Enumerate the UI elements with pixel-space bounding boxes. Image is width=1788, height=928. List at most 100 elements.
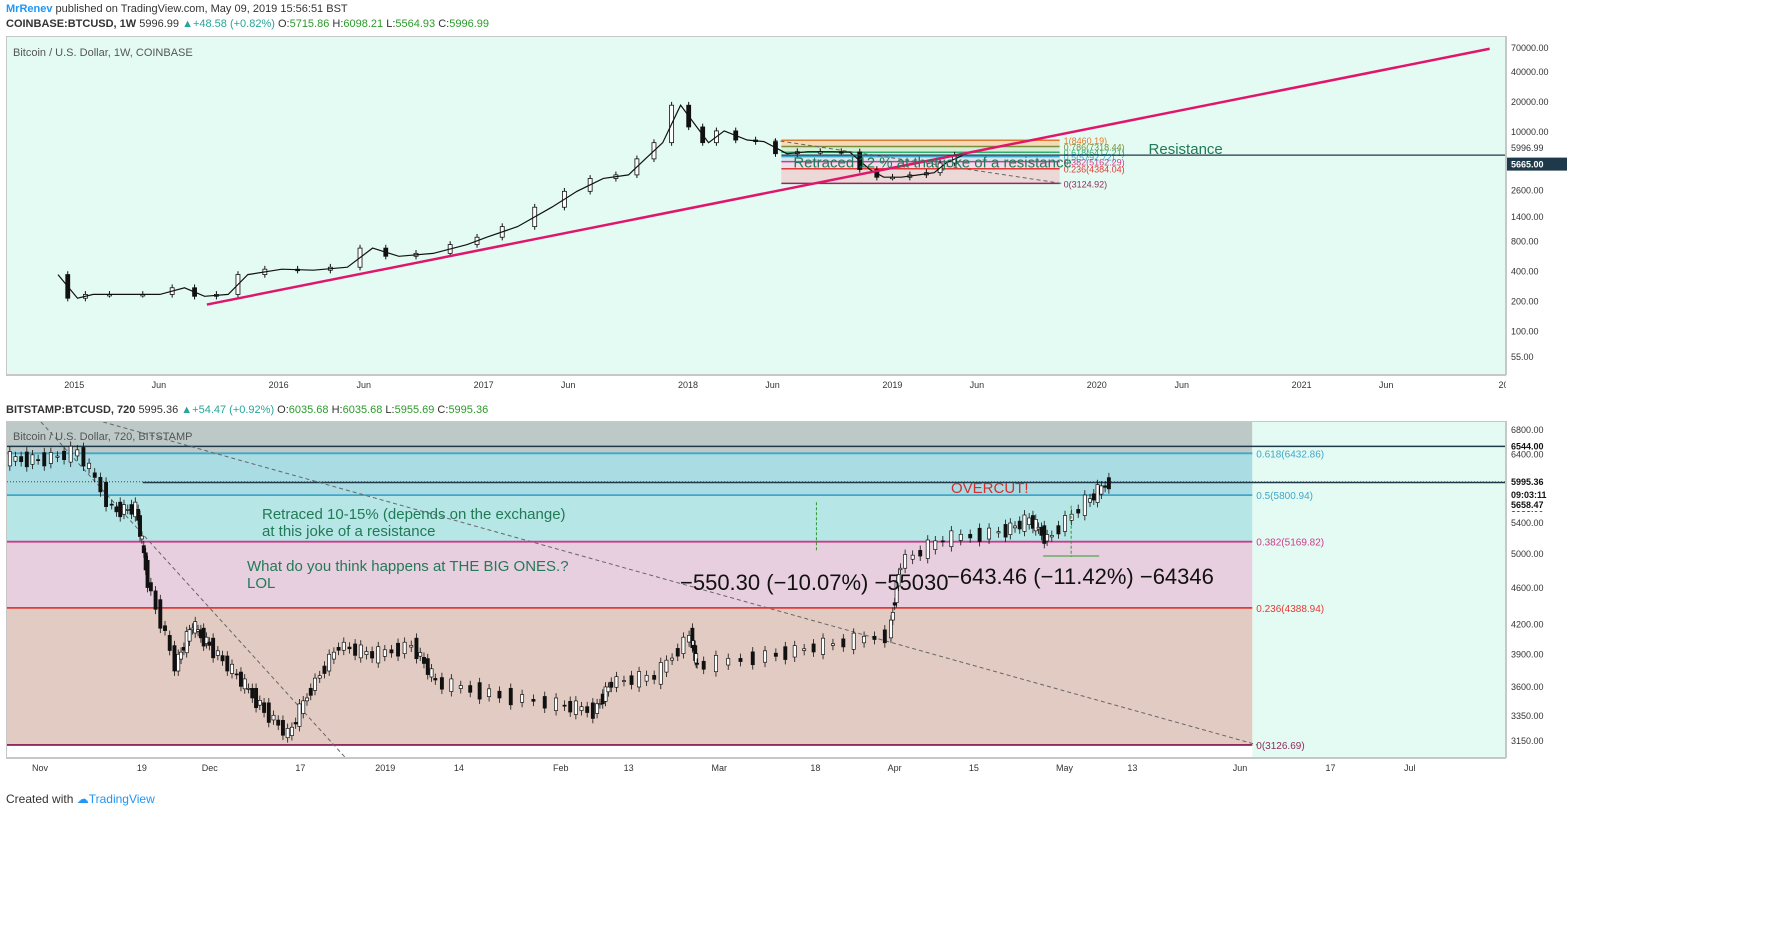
chart2-pane[interactable]: 0.618(6432.86) 0.5(5800.94) 0.382(5169.82)… (6, 421, 1506, 758)
time-tick-label: Jun (765, 380, 780, 390)
candle-body (1008, 522, 1013, 535)
candle-body (68, 445, 73, 463)
chart1-time-axis[interactable]: 2015 Jun 2016 Jun 2017 Jun 2018 Jun 2019 Jun 2020 J… (6, 375, 1514, 394)
candle-body (1076, 509, 1081, 514)
candle-body (308, 687, 313, 696)
chart2-plot[interactable]: 0.618(6432.86) 0.5(5800.94) 0.382(5169.82)… (7, 422, 1506, 758)
time-tick-label: Jun (357, 380, 372, 390)
candle-body (714, 655, 718, 673)
candle-body (637, 671, 642, 688)
candle-body (179, 651, 184, 660)
candle-body (918, 550, 923, 557)
time-tick-label: 2020 (1087, 380, 1107, 390)
time-tick-label: 18 (810, 763, 820, 773)
chart1-pane[interactable]: Bitcoin / U.S. Dollar, 1W, COINBASE 1(84… (6, 36, 1506, 375)
candle-body (606, 686, 611, 693)
candle-body (1027, 517, 1032, 525)
candle-body (289, 726, 294, 736)
candle-body (1095, 484, 1100, 503)
candle-body (996, 531, 1001, 534)
chart1-price-axis[interactable]: 70000.00 40000.00 20000.00 10000.00 5996.99 5… (1506, 36, 1567, 375)
candle-body (590, 702, 595, 719)
chart2-low: 5955.69 (394, 404, 435, 416)
candle-body (234, 673, 239, 676)
chart2-price-axis[interactable]: 6800.006544.006400.005995.3609:03:115986… (1506, 421, 1567, 758)
candle-body (7, 451, 12, 467)
price-tick-label: 20000.00 (1511, 97, 1549, 107)
candle-body (701, 660, 706, 670)
candle-body (42, 452, 47, 467)
chart2-symbol: BITSTAMP:BTCUSD, 720 (6, 404, 136, 416)
support-trendline (206, 47, 1490, 306)
candle-body (207, 641, 212, 646)
candle-body (30, 454, 35, 465)
chart2-close: 5995.36 (448, 404, 489, 416)
chart1-plot[interactable]: 1(8460.19)0.786(7318.44)0.618(6417.21)0.… (7, 37, 1506, 375)
candle-body (987, 527, 992, 540)
time-tick-label: 13 (624, 763, 634, 773)
last-price-tick: 5996.99 (1511, 143, 1544, 153)
candle-body (882, 629, 887, 644)
time-tick-label: Mar (711, 763, 727, 773)
candle-body (114, 506, 119, 513)
candle-body (254, 687, 259, 709)
time-tick-label: Jun (152, 380, 167, 390)
price-tag (1507, 498, 1567, 512)
candle-body (382, 649, 387, 657)
time-tick-label: Jun (970, 380, 985, 390)
candle-body (239, 671, 243, 687)
chart2-time-axis-svg[interactable]: Nov 19 Dec 17 2019 14 Feb 13 Mar 18 Apr 15 May 13 Jun 1… (6, 759, 1506, 777)
fib-label: 0.382(5162.29) (1064, 158, 1125, 168)
candle-body (266, 702, 271, 723)
chart1-close: 5996.99 (449, 18, 489, 30)
candle-body (531, 699, 536, 702)
candle-body (1013, 525, 1017, 529)
fib-band (7, 453, 1253, 496)
chart2-time-axis[interactable]: Nov 19 Dec 17 2019 14 Feb 13 Mar 18 Apr 15 May 13 Jun 1… (6, 758, 1506, 777)
time-tick-label: 2021 (1292, 380, 1312, 390)
time-tick-label: Dec (202, 763, 219, 773)
candle-body (670, 657, 675, 661)
chart2-change: +54.47 (+0.92%) (192, 404, 275, 416)
price-tick-label: 3350.00 (1511, 711, 1544, 721)
author-link[interactable]: MrRenev (6, 3, 53, 15)
candle-body (841, 638, 846, 648)
candle-body (738, 658, 743, 662)
candle-body (802, 648, 807, 651)
candle-body (585, 706, 590, 713)
footer-created: Created with (6, 792, 74, 806)
overcut-annotation: OVERCUT! (951, 480, 1029, 497)
candle-body (280, 720, 285, 736)
candle-body (322, 665, 327, 674)
price-tag-label: 5995.36 (1511, 477, 1544, 487)
price-tag-label: 5658.47 (1511, 500, 1544, 510)
countdown-label: 09:03:11 (1511, 490, 1547, 500)
tradingview-logo-icon[interactable]: ☁ (76, 792, 89, 806)
price-tag-label: 6544.00 (1511, 441, 1544, 451)
fib-label: 0(3124.92) (1064, 179, 1108, 189)
up-arrow-icon: ▲ (181, 404, 193, 416)
candle-body (449, 678, 454, 692)
time-tick-label: 2019 (882, 380, 902, 390)
fib-band (781, 146, 1060, 153)
chart2-price-axis-svg[interactable]: 6800.006544.006400.005995.3609:03:115986… (1507, 421, 1567, 758)
candle-body (595, 703, 600, 714)
candle-body (1082, 494, 1087, 516)
chart1-price-axis-svg[interactable]: 70000.00 40000.00 20000.00 10000.00 5996.99 5… (1507, 36, 1567, 375)
candle-body (36, 459, 41, 461)
chart1-price: 5996.99 (139, 18, 179, 30)
chart1-time-axis-svg[interactable]: 2015 Jun 2016 Jun 2017 Jun 2018 Jun 2019 Jun 2020 J… (6, 376, 1513, 394)
candle-body (98, 477, 103, 493)
candle-body (622, 680, 626, 682)
candle-body (139, 535, 144, 540)
candle-body (327, 653, 332, 672)
price-tick-label: 2600.00 (1511, 185, 1544, 195)
candle-body (910, 554, 915, 560)
candle-body (695, 662, 700, 665)
footer-brand[interactable]: TradingView (88, 792, 155, 806)
candle-body (92, 472, 97, 478)
candle-body (396, 642, 400, 657)
price-tick-label: 800.00 (1511, 236, 1539, 246)
candle-body (681, 636, 686, 655)
candle-body (184, 631, 189, 654)
